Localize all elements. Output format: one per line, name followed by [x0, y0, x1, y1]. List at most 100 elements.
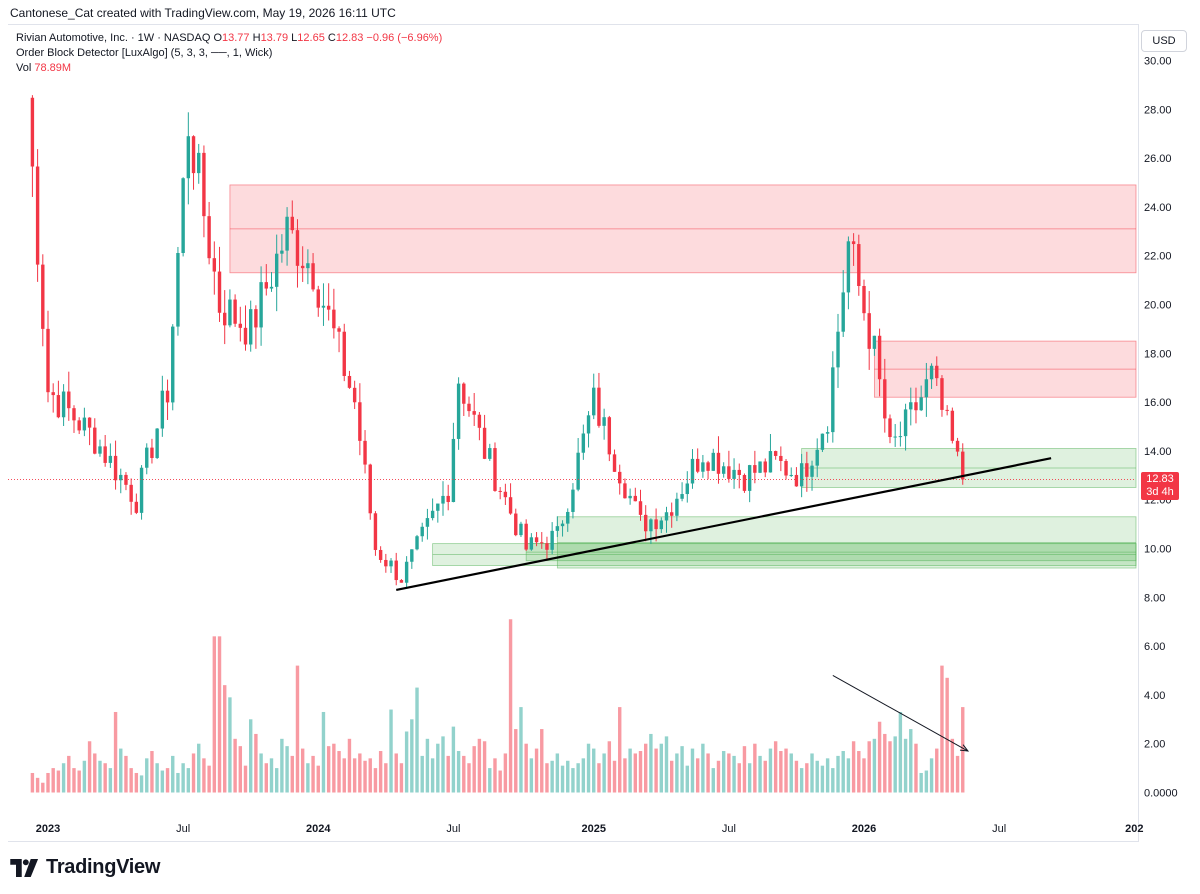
volume-bar	[223, 685, 227, 793]
candle-body	[721, 466, 726, 474]
volume-bar	[202, 758, 206, 793]
volume-bar	[555, 753, 560, 793]
volume-bar	[394, 753, 398, 793]
volume-bar	[243, 765, 248, 793]
volume-bar	[519, 707, 523, 793]
candle-body	[176, 252, 180, 327]
volume-bar	[482, 741, 487, 793]
volume-bar	[794, 760, 799, 793]
candle-body	[805, 463, 809, 477]
volume-bar	[732, 755, 736, 793]
volume-bar	[659, 743, 663, 793]
candle-body	[67, 391, 71, 409]
volume-bar	[831, 768, 835, 793]
chart-frame	[8, 24, 1139, 842]
volume-bar	[888, 741, 892, 793]
candle-body	[919, 397, 923, 411]
volume-bar	[197, 743, 201, 793]
volume-row[interactable]: Vol 78.89M	[16, 61, 442, 76]
volume-bar	[311, 755, 315, 793]
volume-bar	[560, 765, 565, 793]
currency-button[interactable]: USD	[1141, 30, 1187, 52]
volume-bar	[716, 760, 721, 793]
candle-body	[945, 409, 949, 411]
volume-bar	[467, 763, 471, 793]
candle-body	[716, 452, 721, 474]
volume-bar	[820, 765, 825, 793]
candle-body	[914, 402, 918, 411]
chart-legend: Rivian Automotive, Inc. · 1W · NASDAQ O1…	[16, 31, 442, 76]
candle-body	[534, 537, 539, 543]
candle-body	[794, 474, 799, 487]
volume-bar	[742, 746, 747, 793]
candle-body	[77, 420, 81, 431]
volume-bar	[238, 746, 243, 793]
volume-bar	[851, 741, 856, 793]
candle-body	[618, 471, 622, 484]
volume-bar	[612, 760, 617, 793]
candle-body	[888, 418, 892, 438]
candle-body	[181, 178, 185, 253]
candle-body	[903, 409, 908, 437]
candle-body	[311, 263, 315, 290]
y-tick-label: 14.00	[1144, 446, 1172, 458]
candle-body	[124, 474, 128, 485]
candle-body	[669, 512, 674, 516]
candle-body	[332, 309, 336, 329]
volume-bar	[940, 665, 944, 793]
volume-bar	[508, 619, 513, 793]
candle-body	[768, 451, 773, 473]
candle-body	[171, 326, 175, 403]
indicator-row[interactable]: Order Block Detector [LuxAlgo] (5, 3, 3,…	[16, 47, 273, 59]
volume-bar	[566, 760, 570, 793]
volume-bar	[373, 768, 378, 793]
candle-body	[597, 387, 601, 426]
volume-bar	[935, 748, 939, 793]
volume-bar	[420, 755, 424, 793]
volume-bar	[228, 697, 232, 793]
candle-body	[825, 432, 830, 434]
volume-bar	[924, 770, 929, 793]
volume-bar	[269, 758, 274, 793]
bar-countdown: 3d 4h	[1146, 486, 1174, 498]
volume-bar	[87, 741, 92, 793]
volume-bar	[280, 738, 284, 793]
volume-bar	[207, 765, 211, 793]
candle-body	[857, 244, 861, 286]
candle-body	[295, 230, 300, 266]
symbol-row[interactable]: Rivian Automotive, Inc. · 1W · NASDAQ O1…	[16, 31, 442, 46]
volume-bar	[623, 758, 627, 793]
candle-body	[280, 250, 284, 254]
candle-body	[519, 523, 523, 536]
volume-bar	[404, 731, 409, 793]
volume-bar	[337, 751, 341, 793]
candle-body	[810, 465, 814, 477]
candle-body	[846, 241, 851, 293]
tradingview-logo[interactable]: TradingView	[10, 856, 160, 879]
candle-body	[867, 313, 871, 349]
candle-body	[456, 383, 461, 439]
candle-body	[514, 513, 518, 536]
candle-body	[290, 216, 294, 231]
candle-body	[300, 265, 305, 269]
candle-body	[306, 263, 310, 269]
volume-bar	[581, 758, 586, 793]
candle-body	[389, 560, 393, 567]
volume-bar	[867, 741, 871, 793]
candle-body	[316, 289, 320, 308]
volume-bar	[628, 748, 632, 793]
candle-body	[955, 440, 960, 452]
candle-body	[815, 449, 819, 466]
candle-body	[789, 474, 793, 476]
candle-body	[675, 498, 679, 516]
candle-body	[35, 166, 40, 265]
candle-body	[877, 335, 882, 380]
volume-bar	[150, 751, 154, 793]
high-value: 13.79	[260, 32, 289, 44]
candle-body	[929, 365, 934, 380]
candle-body	[134, 501, 139, 513]
volume-bar	[779, 751, 783, 793]
candle-body	[649, 519, 653, 532]
volume-bar	[155, 763, 159, 793]
